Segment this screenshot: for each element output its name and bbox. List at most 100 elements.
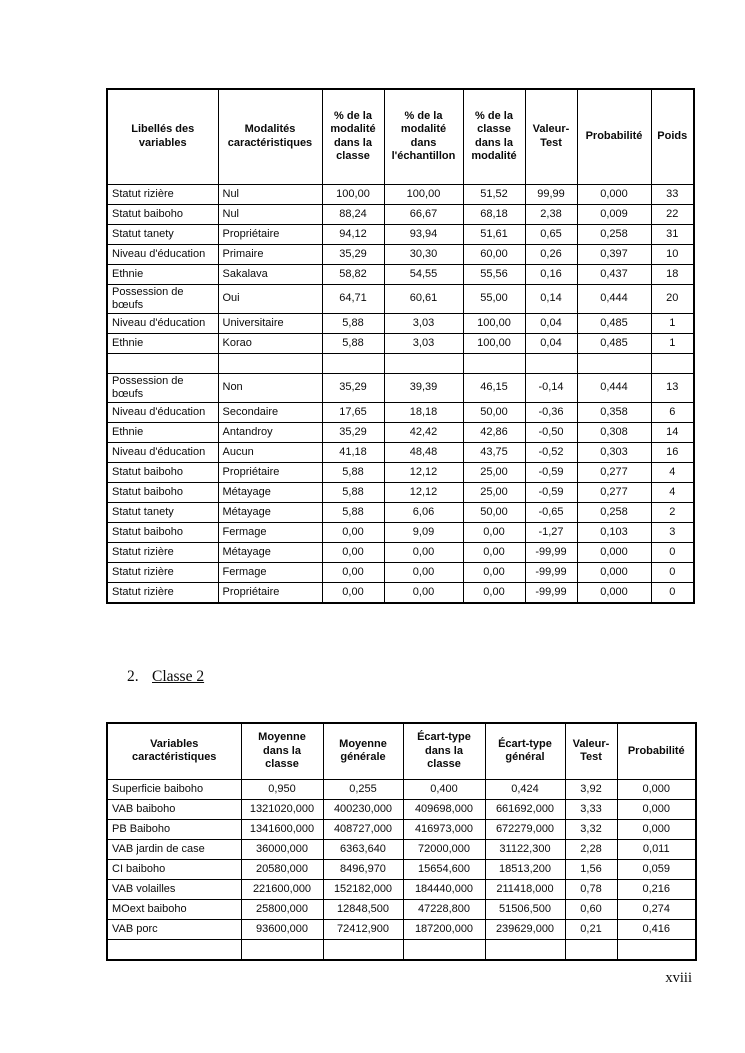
cell: Niveau d'éducation xyxy=(106,243,219,265)
cell: Statut baiboho xyxy=(106,461,219,483)
table-row: Niveau d'éducation Universitaire 5,88 3,03 1… xyxy=(106,312,695,334)
cell: -99,99 xyxy=(524,541,578,563)
cell: Oui xyxy=(217,283,323,314)
header-cell: Poids xyxy=(650,88,695,185)
cell: Statut rizière xyxy=(106,183,219,205)
cell: Statut baiboho xyxy=(106,521,219,543)
cell: 0,277 xyxy=(576,461,652,483)
header-cell: Valeur-Test xyxy=(564,722,618,780)
cell: Statut tanety xyxy=(106,223,219,245)
cell: 14 xyxy=(650,421,695,443)
cell: 68,18 xyxy=(462,203,526,225)
cell: 93,94 xyxy=(383,223,464,245)
cell: 54,55 xyxy=(383,263,464,285)
cell: -0,14 xyxy=(524,372,578,403)
cell: 25,00 xyxy=(462,481,526,503)
cell xyxy=(106,352,219,374)
cell: 221600,000 xyxy=(240,878,324,900)
cell: 30,30 xyxy=(383,243,464,265)
cell: 6,06 xyxy=(383,501,464,523)
cell: 0,255 xyxy=(322,778,404,800)
cell: Propriétaire xyxy=(217,581,323,603)
cell: 0,358 xyxy=(576,401,652,423)
cell: Métayage xyxy=(217,481,323,503)
cell: Aucun xyxy=(217,441,323,463)
cell: Primaire xyxy=(217,243,323,265)
cell: 1341600,000 xyxy=(240,818,324,840)
cell: 58,82 xyxy=(321,263,385,285)
cell: 3,03 xyxy=(383,332,464,354)
cell: 0,00 xyxy=(383,541,464,563)
cell: 1321020,000 xyxy=(240,798,324,820)
table-row: CI baiboho 20580,000 8496,970 15654,600 1851… xyxy=(106,858,697,880)
cell: Possession de bœufs xyxy=(106,283,219,314)
table-head: Variables caractéristiques Moyenne dans l… xyxy=(106,722,697,780)
cell: 0,000 xyxy=(616,798,697,820)
cell: 93600,000 xyxy=(240,918,324,940)
cell: 0,444 xyxy=(576,283,652,314)
cell: 18 xyxy=(650,263,695,285)
cell: Statut baiboho xyxy=(106,481,219,503)
cell: VAB baiboho xyxy=(106,798,242,820)
page-number: xviii xyxy=(665,970,692,986)
cell: 22 xyxy=(650,203,695,225)
cell: 10 xyxy=(650,243,695,265)
cell: 0,400 xyxy=(402,778,486,800)
cell: 72000,000 xyxy=(402,838,486,860)
cell: 5,88 xyxy=(321,332,385,354)
cell: 661692,000 xyxy=(484,798,566,820)
cell: 184440,000 xyxy=(402,878,486,900)
cell: 408727,000 xyxy=(322,818,404,840)
cell: 400230,000 xyxy=(322,798,404,820)
table-row: Statut baiboho Fermage 0,00 9,09 0,00 -1,27 0,… xyxy=(106,521,695,543)
cell: 0,059 xyxy=(616,858,697,880)
cell: 0,00 xyxy=(383,581,464,603)
cell: 0,000 xyxy=(616,818,697,840)
cell: 64,71 xyxy=(321,283,385,314)
cell: -1,27 xyxy=(524,521,578,543)
cell xyxy=(564,938,618,960)
cell: 0,258 xyxy=(576,501,652,523)
cell: 0,60 xyxy=(564,898,618,920)
cell: 25800,000 xyxy=(240,898,324,920)
header-cell: Moyenne générale xyxy=(322,722,404,780)
cell: 94,12 xyxy=(321,223,385,245)
cell: 0,009 xyxy=(576,203,652,225)
cell: 60,00 xyxy=(462,243,526,265)
cell: Sakalava xyxy=(217,263,323,285)
cell: 0,011 xyxy=(616,838,697,860)
table-row: VAB jardin de case 36000,000 6363,640 72000… xyxy=(106,838,697,860)
table-row: VAB volailles 221600,000 152182,000 184440,… xyxy=(106,878,697,900)
cell: 1 xyxy=(650,312,695,334)
cell: 55,56 xyxy=(462,263,526,285)
cell: 1,56 xyxy=(564,858,618,880)
table-row: Ethnie Sakalava 58,82 54,55 55,56 0,16 0,437 18 xyxy=(106,263,695,285)
header-cell: % de la modalité dans l'échantillon xyxy=(383,88,464,185)
cell: 3,33 xyxy=(564,798,618,820)
cell: 0 xyxy=(650,541,695,563)
cell: 3,03 xyxy=(383,312,464,334)
cell: 3,32 xyxy=(564,818,618,840)
table-row: Statut rizière Métayage 0,00 0,00 0,00 -99,99… xyxy=(106,541,695,563)
table-row: Ethnie Korao 5,88 3,03 100,00 0,04 0,485 1 xyxy=(106,332,695,354)
cell xyxy=(240,938,324,960)
cell: 50,00 xyxy=(462,501,526,523)
cell: -99,99 xyxy=(524,581,578,603)
cell: Niveau d'éducation xyxy=(106,401,219,423)
cell: 409698,000 xyxy=(402,798,486,820)
cell: 0,416 xyxy=(616,918,697,940)
header-cell: Écart-type général xyxy=(484,722,566,780)
cell: 0,000 xyxy=(576,581,652,603)
cell: 0,437 xyxy=(576,263,652,285)
cell: 0,21 xyxy=(564,918,618,940)
cell xyxy=(321,352,385,374)
header-cell: Probabilité xyxy=(616,722,697,780)
cell: 0,950 xyxy=(240,778,324,800)
cell: 211418,000 xyxy=(484,878,566,900)
cell: 99,99 xyxy=(524,183,578,205)
table-row: Statut rizière Propriétaire 0,00 0,00 0,00 -9… xyxy=(106,581,695,603)
table-row: Niveau d'éducation Aucun 41,18 48,48 43,75 -0… xyxy=(106,441,695,463)
cell: 187200,000 xyxy=(402,918,486,940)
cell: 0,274 xyxy=(616,898,697,920)
cell: 2,38 xyxy=(524,203,578,225)
